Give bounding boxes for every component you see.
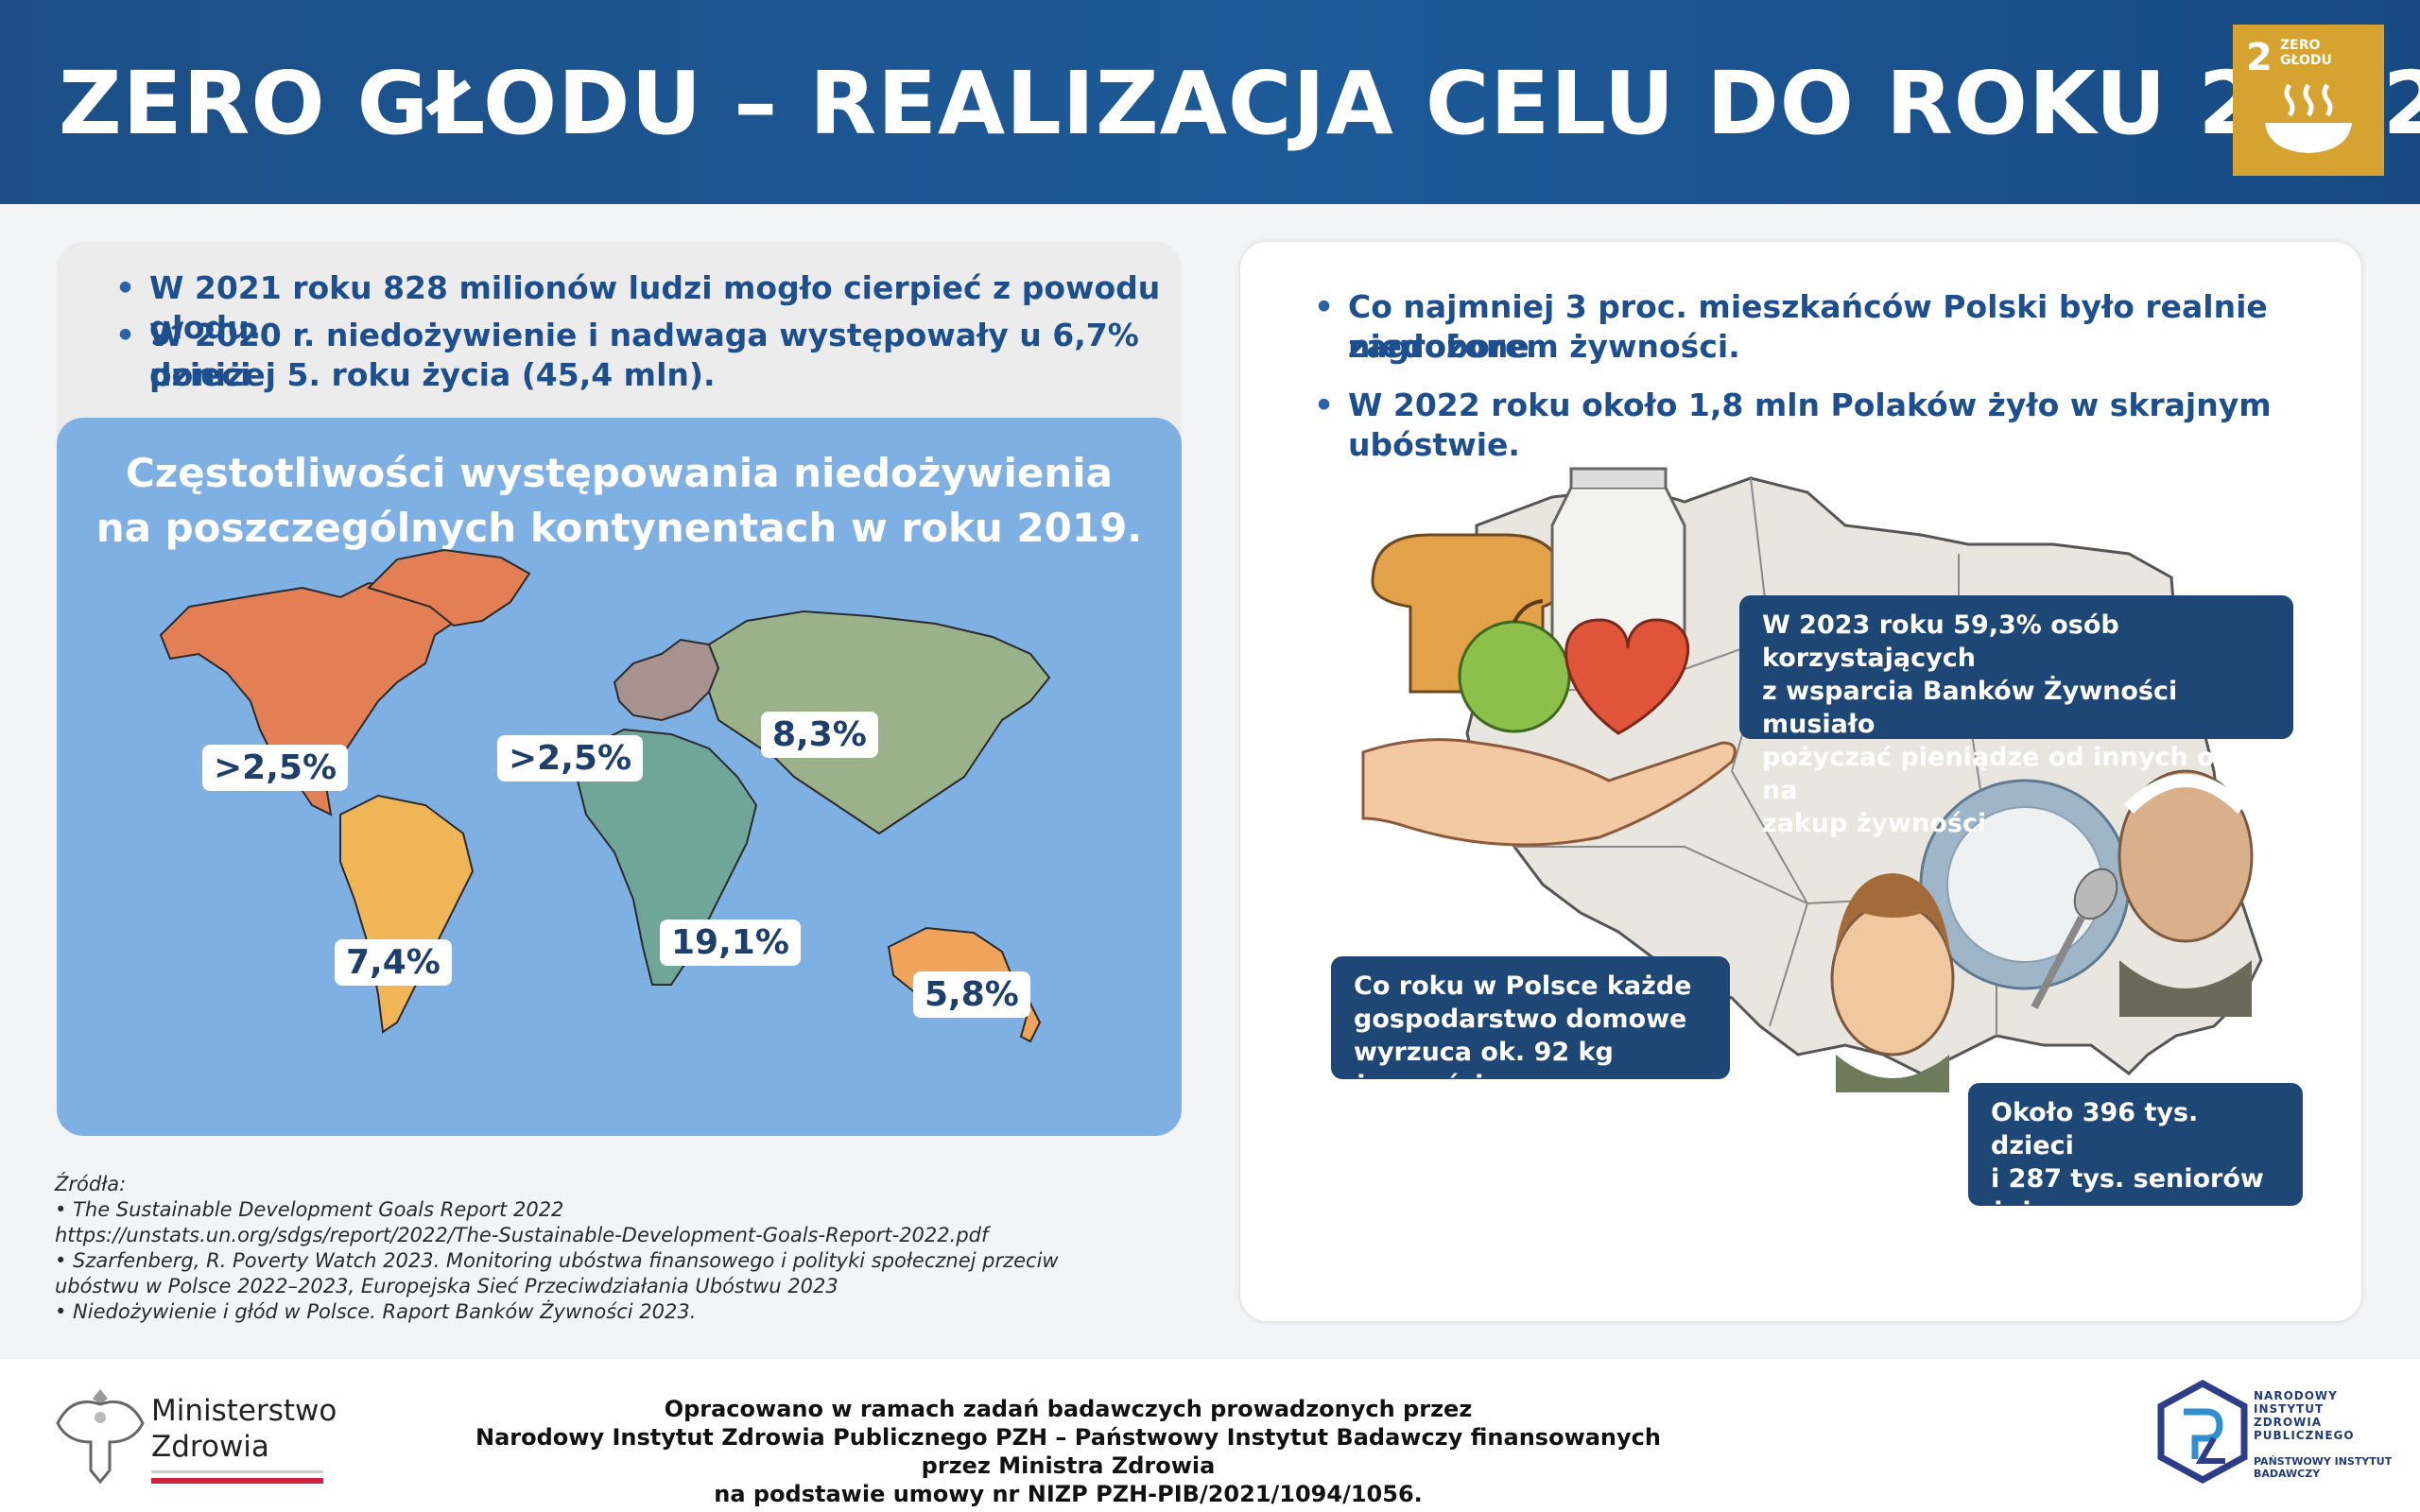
footer-line2: Narodowy Instytut Zdrowia Publicznego PZ… <box>475 1424 1661 1479</box>
pzh-name-line: NARODOWY <box>2254 1389 2338 1402</box>
poland-stat-1: • Co najmniej 3 proc. mieszkańców Polski … <box>1314 288 2268 365</box>
poland-stat-2: • W 2022 roku około 1,8 mln Polaków żyło … <box>1314 387 2272 463</box>
callout-food-banks: W 2023 roku 59,3% osób korzystających z … <box>1739 595 2293 838</box>
callout-food-waste-line: Co roku w Polsce każde <box>1354 971 1692 1001</box>
sdg-label: ZERO GŁODU <box>2280 38 2332 68</box>
label-asia: 8,3% <box>761 712 878 758</box>
ministry-name: Ministerstwo Zdrowia <box>151 1393 337 1465</box>
footer-line3: na podstawie umowy nr NIZP PZH-PIB/2021/… <box>714 1481 1423 1507</box>
world-map <box>159 548 1051 1043</box>
pzh-name-line: PUBLICZNEGO <box>2254 1429 2355 1442</box>
spoon-icon <box>2073 868 2118 920</box>
ministry-name-line1: Ministerstwo <box>151 1394 337 1428</box>
map-title: Częstotliwości występowania niedożywieni… <box>57 446 1182 556</box>
label-south-america: 7,4% <box>335 939 452 986</box>
soup-bowl-icon <box>2265 83 2352 153</box>
source-line: • Szarfenberg, R. Poverty Watch 2023. Mo… <box>55 1249 1059 1272</box>
europe-shape <box>613 638 720 722</box>
sdg-number: 2 <box>2246 36 2273 79</box>
poland-stat-1-cont: niedoborem żywności. <box>1348 328 1740 365</box>
pzh-subtitle-line: BADAWCZY <box>2254 1468 2321 1480</box>
polish-eagle-emblem-icon <box>56 1389 145 1484</box>
ministry-flag-white <box>151 1470 323 1478</box>
label-north-america: >2,5% <box>202 745 349 791</box>
callout-extreme-poverty-line: w skrajnym ubóstwie <box>1991 1230 2156 1293</box>
ministry-name-line2: Zdrowia <box>151 1430 269 1464</box>
source-line: • Niedożywienie i głód w Polsce. Raport … <box>55 1300 697 1323</box>
sources-block: Źródła: • The Sustainable Development Go… <box>55 1172 1170 1325</box>
senior-portrait <box>2118 769 2254 943</box>
pzh-name-line: ZDROWIA <box>2254 1416 2323 1429</box>
source-line: https://unstats.un.org/sdgs/report/2022/… <box>55 1224 989 1246</box>
world-map-panel: Częstotliwości występowania niedożywieni… <box>57 418 1182 1136</box>
map-title-line2: na poszczególnych kontynentach w roku 20… <box>95 505 1143 551</box>
callout-extreme-poverty-line: Około 396 tys. dzieci <box>1991 1098 2199 1160</box>
pzh-subtitle: PAŃSTWOWY INSTYTUT BADAWCZY <box>2254 1455 2392 1480</box>
sources-heading: Źródła: <box>55 1173 127 1195</box>
page-title: ZERO GŁODU – REALIZACJA CELU DO ROKU 202… <box>59 53 2420 154</box>
footer-line1: Opracowano w ramach zadań badawczych pro… <box>664 1396 1473 1422</box>
hand-icon <box>1361 738 1737 847</box>
north-america-shape <box>159 576 475 816</box>
map-title-line1: Częstotliwości występowania niedożywieni… <box>125 450 1114 496</box>
callout-food-banks-line: z wsparcia Banków Żywności musiało <box>1762 677 2178 739</box>
new-zealand-shape <box>1019 1001 1042 1043</box>
callout-food-banks-line: W 2023 roku 59,3% osób korzystających <box>1762 610 2119 673</box>
apple-icon <box>1458 620 1571 733</box>
callout-extreme-poverty: Około 396 tys. dzieci i 287 tys. senioró… <box>1968 1083 2303 1293</box>
global-stat-2-cont: poniżej 5. roku życia (45,4 mln). <box>149 356 716 393</box>
footer: Ministerstwo Zdrowia Opracowano w ramach… <box>0 1359 2420 1512</box>
sdg-goal-badge: 2 ZERO GŁODU <box>2233 25 2384 176</box>
greenland-shape <box>367 548 531 627</box>
sdg-label-line1: ZERO <box>2280 38 2321 53</box>
sdg-label-line2: GŁODU <box>2280 53 2332 68</box>
ministry-flag-red <box>151 1478 323 1484</box>
header-bar: ZERO GŁODU – REALIZACJA CELU DO ROKU 202… <box>0 0 2420 204</box>
south-america-shape <box>339 794 475 1034</box>
source-line: • The Sustainable Development Goals Repo… <box>55 1198 564 1221</box>
callout-food-waste: Co roku w Polsce każde gospodarstwo domo… <box>1331 956 1730 1100</box>
callout-food-banks-line: pożyczać pieniądze od innych osób na <box>1762 743 2266 805</box>
callout-food-banks-line: zakup żywności <box>1762 809 1987 838</box>
callout-food-waste-line: wyrzuca ok. 92 kg żywności <box>1354 1038 1614 1100</box>
pzh-logo-icon <box>2157 1380 2248 1484</box>
label-africa: 19,1% <box>660 919 801 966</box>
label-oceania: 5,8% <box>913 971 1030 1018</box>
pzh-subtitle-line: PAŃSTWOWY INSTYTUT <box>2254 1455 2393 1468</box>
global-stat-1: • W 2021 roku 828 milionów ludzi mogło ci… <box>115 269 1161 346</box>
callout-food-waste-line: gospodarstwo domowe <box>1354 1005 1687 1034</box>
pzh-name-line: INSTYTUT <box>2254 1402 2325 1416</box>
footer-credits: Opracowano w ramach zadań badawczych pro… <box>473 1395 1664 1508</box>
callout-extreme-poverty-line: i 287 tys. seniorów żyje <box>1991 1164 2264 1227</box>
child-portrait <box>1830 902 1955 1057</box>
source-line: ubóstwu w Polsce 2022–2023, Europejska S… <box>55 1275 838 1297</box>
heart-icon <box>1564 618 1689 735</box>
poland-panel: • Co najmniej 3 proc. mieszkańców Polski … <box>1240 242 2361 1321</box>
pzh-name: NARODOWY INSTYTUT ZDROWIA PUBLICZNEGO <box>2254 1389 2355 1442</box>
global-stat-2: • W 2020 r. niedożywienie i nadwaga wystę… <box>115 317 1139 393</box>
label-europe: >2,5% <box>497 735 644 782</box>
asia-shape <box>707 610 1051 835</box>
